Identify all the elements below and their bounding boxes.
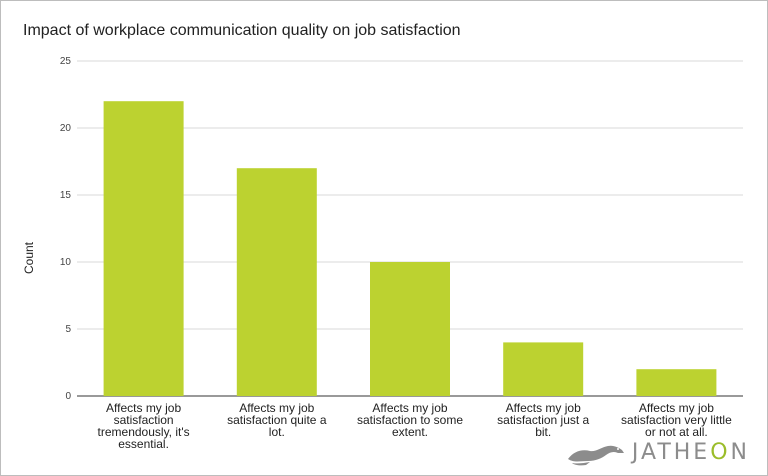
x-category-label: Affects my job satisfaction to some extent… [357,401,463,439]
x-category-label: Affects my job satisfaction very little or… [621,401,732,439]
y-tick-labels: 0 5 10 15 20 25 [60,56,72,402]
bars [103,101,717,396]
ferret-icon [567,445,624,466]
chart-title: Impact of workplace communication qualit… [23,22,461,39]
y-axis-label: Count [22,241,36,274]
bar [636,369,717,396]
y-tick-label: 10 [60,257,72,268]
y-tick-label: 25 [60,56,72,67]
jatheon-watermark: JATHEON [566,436,750,468]
bar [103,101,184,396]
x-category-label: Affects my job satisfaction just a bit. [497,401,589,439]
y-tick-label: 5 [65,324,71,335]
y-tick-label: 20 [60,123,72,134]
brand-name: JATHEON [631,439,750,465]
y-tick-label: 15 [60,190,72,201]
x-category-label: Affects my job satisfaction quite a lot. [227,401,327,439]
bar [370,262,450,396]
category-labels: Affects my job satisfaction tremendously, … [98,401,733,451]
y-tick-label: 0 [65,391,71,402]
x-category-label: Affects my job satisfaction tremendously, … [98,401,190,451]
bar [503,342,584,396]
bar [236,168,317,396]
